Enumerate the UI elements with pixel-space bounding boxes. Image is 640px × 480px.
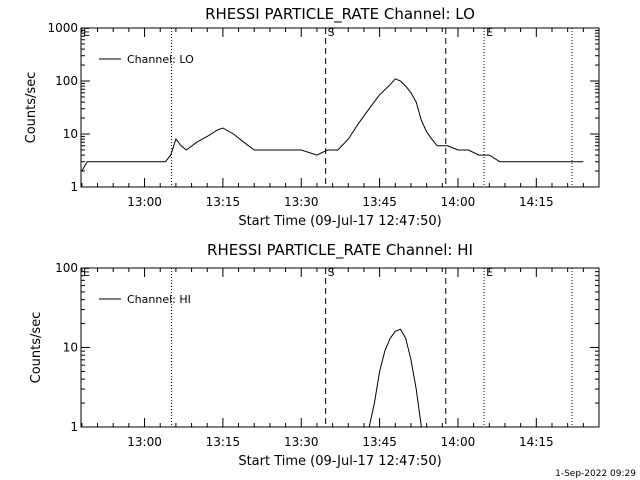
chart-1-x-tick-label: 14:15 xyxy=(519,435,554,449)
chart-1-marker-label: E xyxy=(486,266,493,279)
chart-1-x-tick-label: 13:45 xyxy=(362,435,397,449)
chart-0-series-line xyxy=(81,78,584,172)
chart-1-x-axis-label: Start Time (09-Jul-17 12:47:50) xyxy=(238,454,441,469)
chart-lo-channel: RHESSI PARTICLE_RATE Channel: LO 1 10 100 10… xyxy=(24,5,600,229)
chart-0-x-tick-label: 13:00 xyxy=(127,195,162,209)
chart-0-x-axis-label: Start Time (09-Jul-17 12:47:50) xyxy=(238,214,441,229)
chart-1-x-tick-label: 13:15 xyxy=(206,435,241,449)
chart-0-marker-label: E xyxy=(486,26,493,39)
chart-1-y-tick-label: 1 xyxy=(70,420,78,434)
chart-0-x-tick-label: 14:00 xyxy=(441,195,476,209)
chart-1-y-tick-label: 10 xyxy=(63,341,78,355)
chart-0-y-axis-label: Counts/sec xyxy=(24,72,39,144)
chart-0-x-tick-label: 13:45 xyxy=(362,195,397,209)
chart-0-y-tick-label: 100 xyxy=(55,74,78,88)
chart-0-marker-label: E xyxy=(83,26,90,39)
chart-0-y-tick-label: 1 xyxy=(70,180,78,194)
chart-1-series-line xyxy=(368,328,422,428)
chart-0-x-tick-label: 14:15 xyxy=(519,195,554,209)
chart-1-marker-label: S xyxy=(328,266,335,279)
chart-1-x-tick-label: 13:30 xyxy=(284,435,319,449)
chart-1-legend-label: Channel: HI xyxy=(127,293,191,306)
chart-1-y-axis-label: Counts/sec xyxy=(29,312,44,384)
chart-1-y-tick-label: 100 xyxy=(55,261,78,275)
chart-0-x-tick-label: 13:15 xyxy=(206,195,241,209)
chart-1-x-tick-label: 14:00 xyxy=(441,435,476,449)
chart-1-plot-frame xyxy=(80,267,600,428)
chart-hi-channel: RHESSI PARTICLE_RATE Channel: HI 1 10 100 13… xyxy=(29,241,600,469)
chart-0-marker-label: S xyxy=(328,26,335,39)
chart-0-y-tick-label: 10 xyxy=(63,127,78,141)
chart-1-title: RHESSI PARTICLE_RATE Channel: HI xyxy=(207,241,473,260)
chart-1-marker-label: E xyxy=(83,266,90,279)
chart-0-legend-label: Channel: LO xyxy=(127,53,194,66)
chart-0-title: RHESSI PARTICLE_RATE Channel: LO xyxy=(205,5,475,24)
chart-0-x-tick-label: 13:30 xyxy=(284,195,319,209)
chart-0-plot-frame xyxy=(80,27,600,188)
chart-0-y-tick-label: 1000 xyxy=(47,21,78,35)
chart-1-x-tick-label: 13:00 xyxy=(127,435,162,449)
footer-timestamp: 1-Sep-2022 09:29 xyxy=(555,469,636,479)
